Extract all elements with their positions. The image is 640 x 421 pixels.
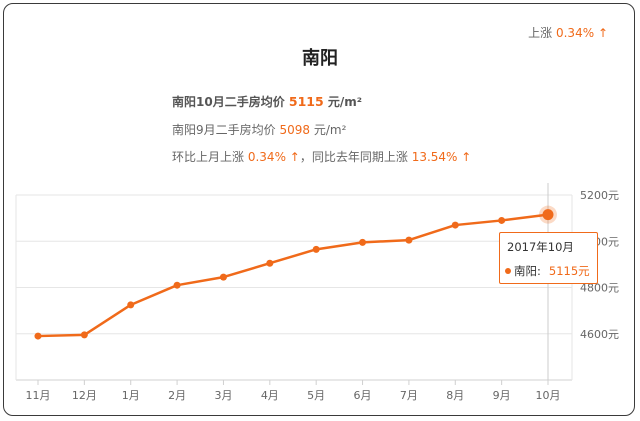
data-point	[451, 221, 459, 229]
page-title: 南阳	[302, 48, 338, 69]
x-tick-label: 10月	[536, 389, 561, 402]
tooltip-title: 2017年10月	[507, 240, 574, 254]
up-arrow-icon: ↑	[597, 26, 608, 40]
change-value: 0.34%	[555, 26, 595, 40]
series-dot-icon	[505, 268, 511, 274]
change-badge: 上涨 0.34% ↑	[528, 24, 608, 41]
previous-price-line: 南阳9月二手房均价 5098 元/m²	[172, 121, 346, 138]
x-tick-label: 8月	[446, 389, 464, 402]
series-line	[37, 213, 549, 338]
current-price-unit: 元/m²	[327, 95, 363, 109]
change-summary-line: 环比上月上涨 0.34% ↑，同比去年同期上涨 13.54% ↑	[172, 148, 471, 165]
chart-tooltip: 2017年10月 南阳: 5115元	[499, 232, 598, 284]
change-label: 上涨	[528, 26, 553, 40]
x-tick-label: 11月	[26, 389, 51, 402]
data-point	[405, 236, 413, 244]
y-tick-label: 5200元	[580, 189, 619, 202]
x-tick-label: 1月	[122, 389, 140, 402]
data-point-highlighted	[542, 209, 554, 221]
y-tick-label: 4600元	[580, 328, 619, 341]
x-tick-label: 12月	[72, 389, 97, 402]
x-tick-label: 5月	[307, 389, 325, 402]
data-point	[127, 301, 135, 309]
data-point	[80, 331, 88, 339]
x-tick-label: 4月	[261, 389, 279, 402]
x-tick-label: 3月	[214, 389, 232, 402]
data-point	[219, 273, 227, 281]
mom-value: 0.34%	[247, 150, 286, 164]
price-card: 上涨 0.34% ↑	[3, 3, 635, 416]
previous-price-value: 5098	[279, 123, 311, 137]
mom-up-arrow-icon: ↑	[289, 150, 300, 164]
current-price-label: 南阳10月二手房均价	[172, 95, 285, 109]
data-point	[266, 259, 274, 267]
current-price-value: 5115	[288, 94, 324, 109]
data-point	[359, 238, 367, 246]
x-tick-label: 7月	[400, 389, 418, 402]
mom-label: 环比上月上涨	[172, 150, 245, 164]
yoy-label: ，同比去年同期上涨	[299, 150, 408, 164]
data-point	[34, 332, 42, 340]
tooltip-value: 5115元	[548, 264, 590, 278]
yoy-value: 13.54%	[411, 150, 458, 164]
previous-price-label: 南阳9月二手房均价	[172, 123, 276, 137]
y-tick-label: 4800元	[580, 282, 619, 295]
data-point	[498, 216, 506, 224]
data-point	[173, 281, 181, 289]
tooltip-series-label: 南阳:	[514, 264, 541, 278]
tooltip-row: 南阳: 5115元	[505, 263, 590, 279]
yoy-up-arrow-icon: ↑	[461, 150, 472, 164]
x-tick-label: 9月	[493, 389, 511, 402]
current-price-line: 南阳10月二手房均价 5115 元/m²	[172, 93, 362, 110]
x-tick-label: 2月	[168, 389, 186, 402]
previous-price-unit: 元/m²	[313, 123, 347, 137]
x-tick-label: 6月	[354, 389, 372, 402]
data-point	[312, 245, 320, 253]
